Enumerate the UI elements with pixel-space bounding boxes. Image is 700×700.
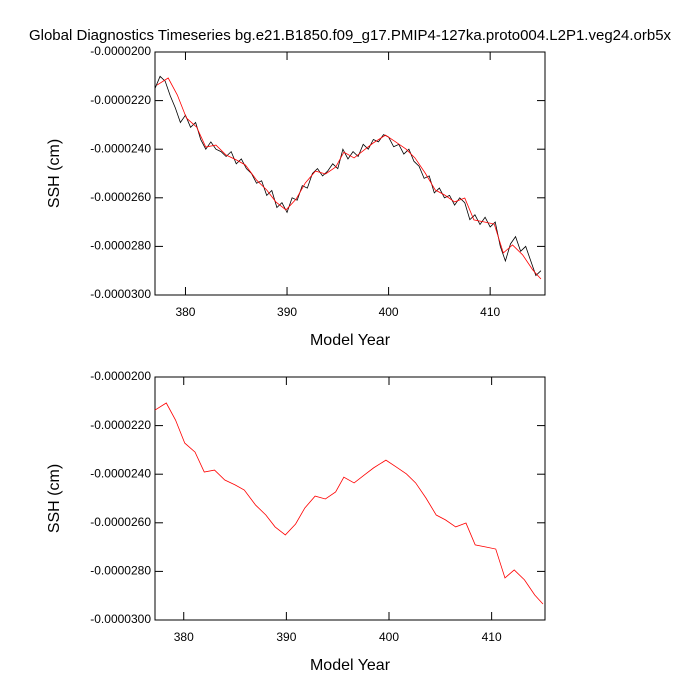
x-tick-label: 380 [174, 630, 194, 644]
x-axis-label: Model Year [310, 657, 391, 674]
series-line [154, 75, 542, 277]
y-axis-label: SSH (cm) [46, 139, 63, 208]
y-tick-label: -0.0000280 [90, 564, 151, 578]
plot-frame [154, 51, 546, 296]
x-tick-label: 390 [277, 305, 297, 319]
y-tick-label: -0.0000240 [90, 466, 151, 480]
y-tick-label: -0.0000260 [90, 190, 151, 204]
x-axis-label: Model Year [310, 332, 391, 349]
y-tick-label: -0.0000300 [90, 612, 151, 626]
x-tick-label: 410 [482, 630, 502, 644]
y-tick-label: -0.0000220 [90, 418, 151, 432]
y-tick-label: -0.0000240 [90, 141, 151, 155]
y-tick-label: -0.0000260 [90, 515, 151, 529]
y-tick-label: -0.0000300 [90, 287, 151, 301]
x-tick-label: 400 [379, 630, 399, 644]
chart-title: Global Diagnostics Timeseries bg.e21.B18… [29, 27, 672, 44]
series-line [156, 77, 542, 280]
x-tick-label: 380 [175, 305, 195, 319]
y-axis-label: SSH (cm) [46, 464, 63, 533]
y-tick-label: -0.0000200 [90, 44, 151, 58]
x-tick-label: 390 [276, 630, 296, 644]
y-tick-label: -0.0000200 [90, 369, 151, 383]
x-tick-label: 410 [480, 305, 500, 319]
y-tick-label: -0.0000280 [90, 239, 151, 253]
series-line [154, 402, 544, 605]
plot-frame [154, 376, 546, 621]
y-tick-label: -0.0000220 [90, 93, 151, 107]
x-tick-label: 400 [379, 305, 399, 319]
